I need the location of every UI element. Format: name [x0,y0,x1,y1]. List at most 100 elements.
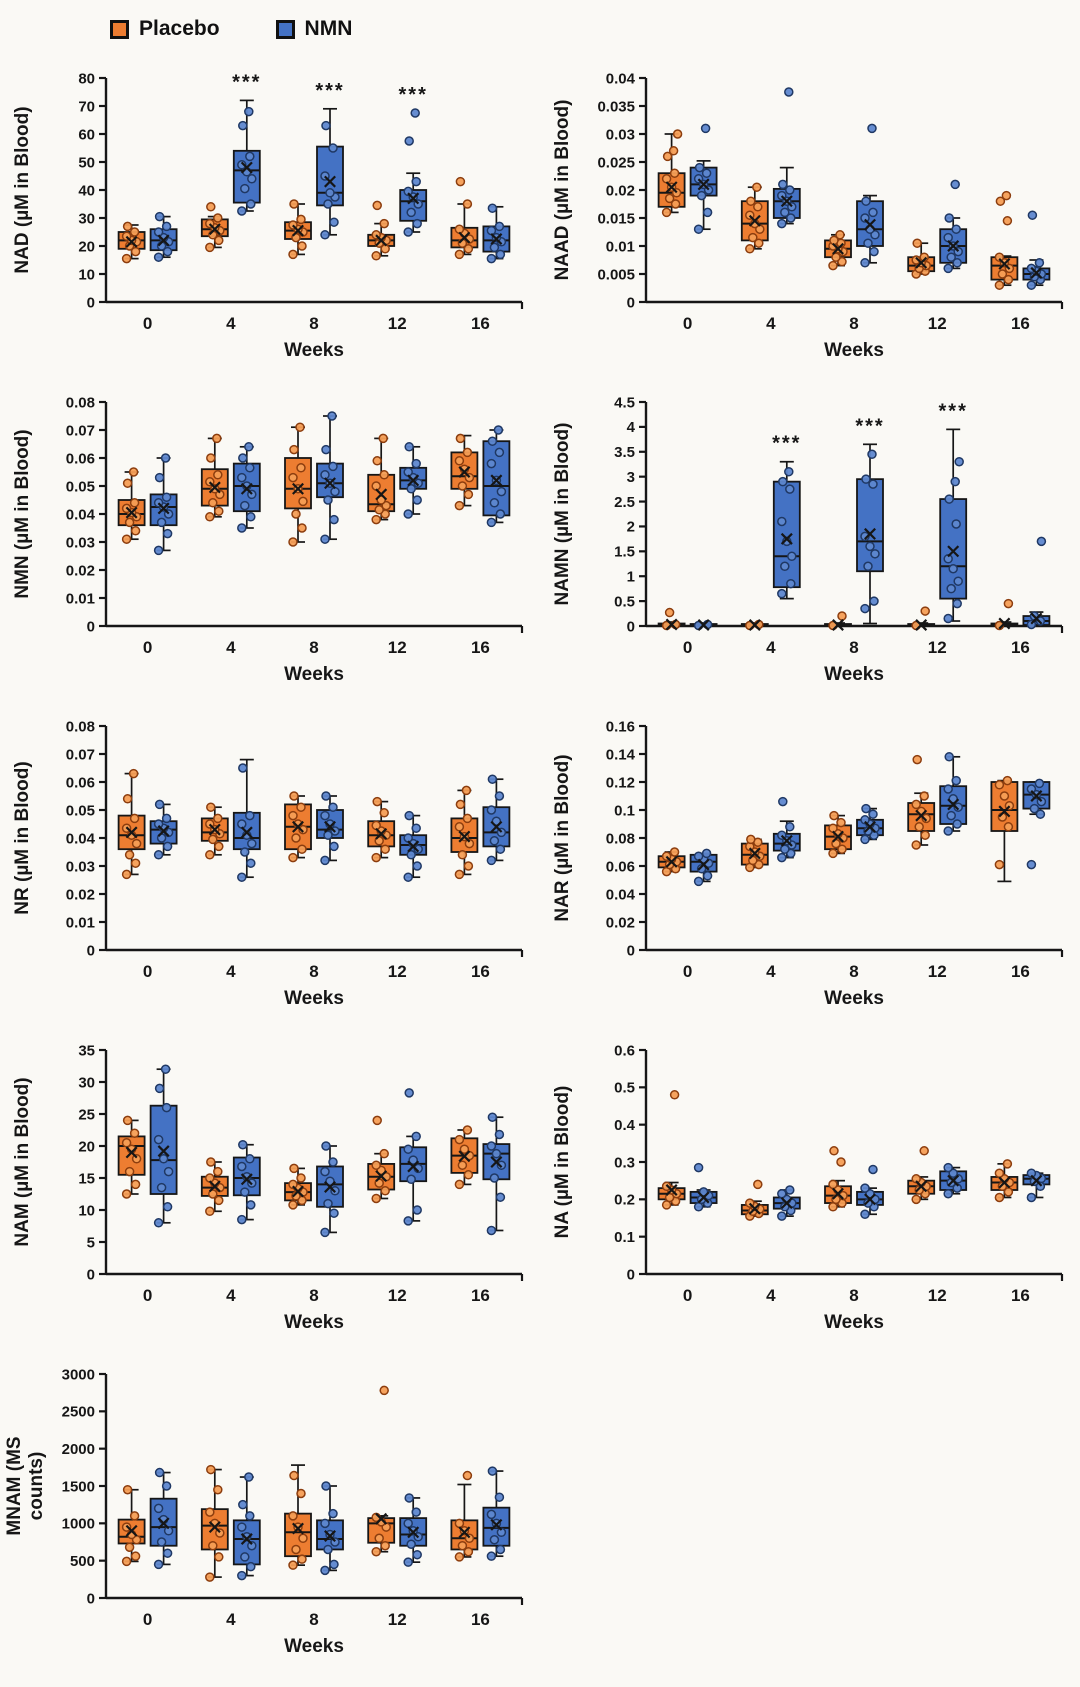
data-point [784,466,794,477]
data-point [919,791,929,801]
data-point [289,444,299,455]
y-tick-label: 0.04 [66,830,96,847]
box-placebo-week-12 [907,606,936,631]
data-point [321,1141,331,1151]
data-point [206,1157,216,1167]
data-point [489,498,500,508]
box-placebo-week-4 [740,182,769,254]
box-nmn-week-8 [856,443,884,625]
x-axis-title: Weeks [824,664,884,685]
x-tick-label: 12 [388,962,407,981]
x-tick-label: 0 [683,1286,692,1305]
x-tick-label: 16 [1011,962,1030,981]
y-tick-label: 80 [78,70,95,87]
box-nmn-week-12 [939,752,968,836]
y-tick-label: 60 [78,126,95,143]
data-point [921,813,931,824]
mean-marker [375,1512,388,1525]
data-point [454,249,465,260]
mean-marker [832,830,844,843]
data-point [462,447,473,458]
data-point [403,467,413,477]
significance-stars: *** [232,71,261,93]
box-placebo-week-12 [367,433,396,525]
data-point [242,1532,252,1542]
data-point [487,1112,498,1122]
data-point [325,1176,335,1186]
data-point [237,1214,247,1225]
data-point [404,1493,414,1503]
mean-marker [407,1160,420,1173]
data-point [457,850,468,860]
data-point [121,869,132,880]
data-point [828,823,838,833]
data-point [454,1518,465,1529]
box-nmn-week-4 [232,99,261,216]
box-placebo-week-4 [200,433,229,522]
data-point [455,433,466,444]
mean-marker [125,506,138,519]
y-tick-label: 3 [627,469,635,486]
significance-stars: *** [315,80,344,102]
mean-marker [407,192,420,205]
x-tick-label: 4 [226,638,236,657]
chart-namn: 0 0.5 1 1.5 2 2.5 3 3.5 4 4.5 0 4 8 12 16 Weeks NAMN (µM… [552,394,1064,685]
data-point [997,269,1008,279]
data-point [372,456,382,466]
x-tick-label: 4 [226,314,236,333]
data-point [863,561,873,572]
data-point [777,852,787,863]
data-point [693,224,704,234]
panel-empty [546,1344,1078,1662]
data-point [950,476,960,487]
data-point [462,1470,473,1481]
data-point [238,1499,248,1510]
data-point [297,844,307,854]
data-point [291,833,301,843]
data-point [403,872,413,882]
data-point [403,833,413,843]
mean-marker [915,809,928,822]
box-nmn-week-0 [689,1162,718,1212]
data-point [412,1205,422,1215]
data-point [163,1166,174,1177]
x-axis-title: Weeks [284,664,344,685]
box-placebo-week-0 [117,768,146,880]
data-point [911,255,921,265]
box-placebo-week-16 [990,598,1019,631]
box-nmn-week-8 [856,803,884,845]
panel-naad: 0 0.005 0.01 0.015 0.02 0.025 0.03 0.035 0.04 0 4 8… [546,48,1078,366]
data-point [920,606,930,616]
box-placebo-week-16 [450,1470,479,1562]
box-nmn-week-12 [399,1493,428,1567]
y-tick-label: 30 [78,210,95,227]
mean-marker [864,820,876,833]
data-point [320,810,330,821]
data-point [129,227,140,237]
x-tick-label: 4 [766,314,776,333]
data-point [953,576,963,586]
chart-nr: 0 0.01 0.02 0.03 0.04 0.05 0.06 0.07 0.08 0 4 8 12 16… [12,718,524,1009]
box-placebo-week-0 [657,1090,686,1210]
data-point [320,855,330,866]
data-point [403,1216,413,1226]
y-tick-label: 4.5 [614,394,635,411]
data-point [323,199,333,209]
data-point [752,182,762,192]
data-point [861,474,871,484]
y-tick-label: 0.07 [66,422,95,439]
box-placebo-week-16 [450,785,479,880]
box-nmn-week-0 [689,123,718,234]
data-point [489,242,500,253]
data-point [371,852,381,863]
mean-marker [407,474,420,487]
box-nmn-week-4 [772,796,801,863]
chart-nar: 0 0.02 0.04 0.06 0.08 0.1 0.12 0.14 0.16 0 4 8 12 16 W… [552,718,1064,1009]
x-tick-label: 16 [1011,638,1030,657]
y-tick-label: 0.04 [606,886,636,903]
x-axis-title: Weeks [824,988,884,1009]
data-point [1036,536,1047,547]
data-point [486,253,497,264]
y-tick-label: 15 [78,1170,95,1187]
data-point [837,611,847,621]
